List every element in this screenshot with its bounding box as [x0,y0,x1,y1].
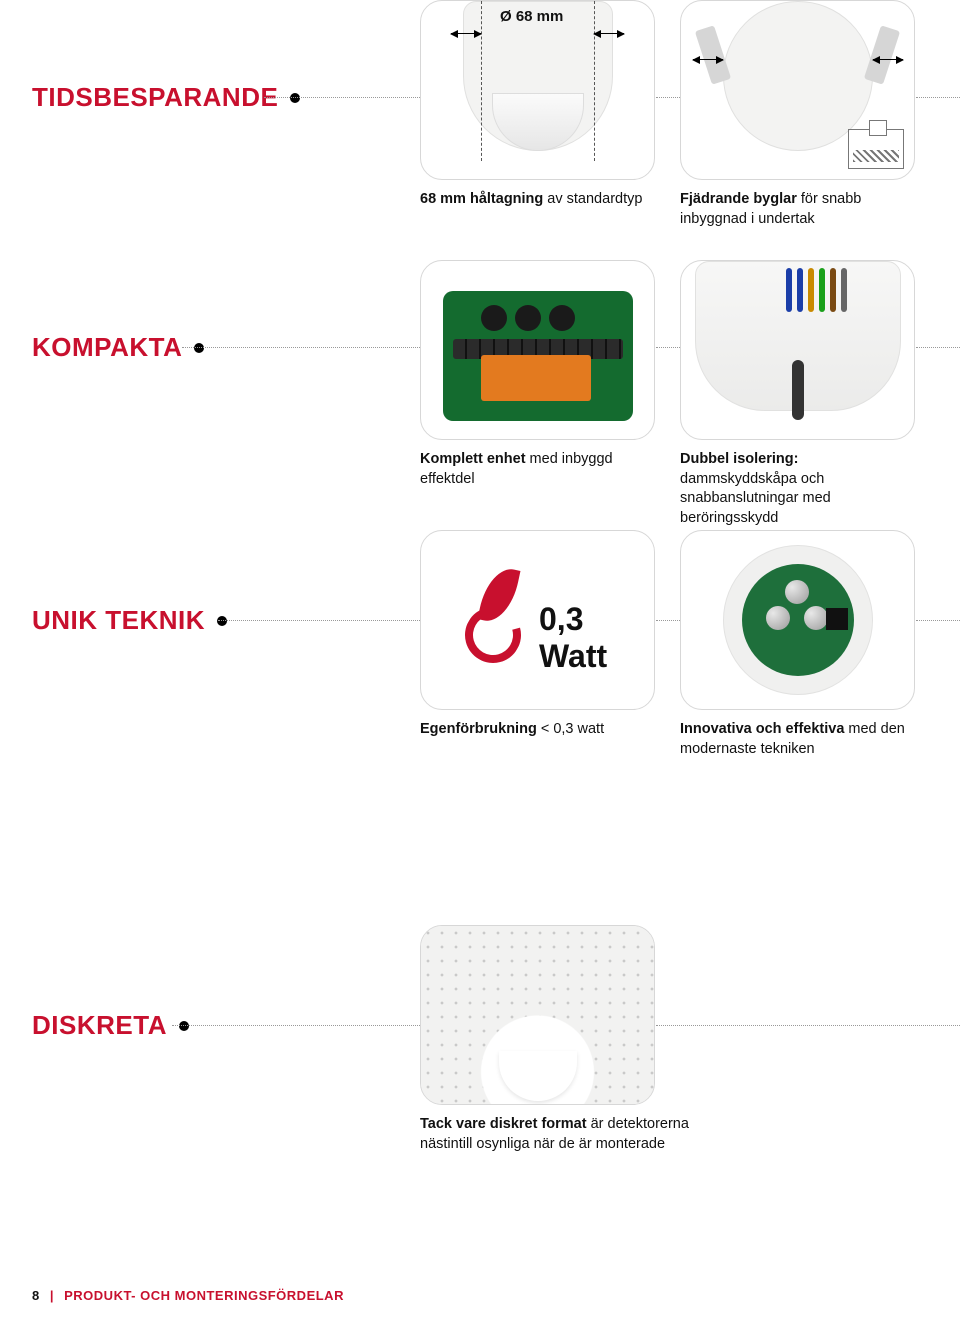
page-footer: 8 | PRODUKT- OCH MONTERINGSFÖRDELAR [32,1288,344,1303]
dotline-row4-b [656,1025,960,1026]
card-effektdel [420,260,655,440]
card-holesize [420,0,655,180]
pcb-illustration [443,291,633,421]
pcb-cap-3 [549,305,575,331]
pcb-cap-1 [481,305,507,331]
isolation-housing [695,261,901,411]
caption-innovativa: Innovativa och effektiva med den moderna… [680,720,915,759]
caption-isolering: Dubbel isolering: dammskyddskåpa och sna… [680,450,915,528]
dotline-row2-a [182,347,420,348]
dim-arrow-right [594,33,624,34]
clip-arrow-left [693,59,723,60]
card-watt: 0,3 Watt [420,530,655,710]
dotline-row1-a [264,97,420,98]
caption-springclips: Fjädrande byglar för snabb inbyggnad i u… [680,190,915,229]
dim-arrow-left [451,33,481,34]
watt-value-label: 0,3 Watt [539,601,654,675]
ic-chip [826,608,848,630]
mounting-schematic-icon [848,129,904,169]
dotline-row3-a [218,620,420,621]
heading-diskreta: DISKRETA [32,1010,189,1041]
pcb-relay [481,355,591,401]
card-springclips [680,0,915,180]
card-isolering [680,260,915,440]
footer-separator: | [50,1288,54,1303]
pir-dome-2 [804,606,828,630]
caption-diskret: Tack vare diskret format är detektorerna… [420,1115,720,1154]
sensor-pcb-illustration [723,545,873,695]
dotline-row4-a [172,1025,420,1026]
pcb-cap-2 [515,305,541,331]
dotline-row1-c [916,97,960,98]
footer-section-title: PRODUKT- OCH MONTERINGSFÖRDELAR [64,1288,344,1303]
dotline-row2-b [656,347,680,348]
caption-holesize: 68 mm håltagning av standardtyp [420,190,655,210]
clip-arrow-right [873,59,903,60]
caption-effektdel: Komplett enhet med inbyggd effektdel [420,450,655,489]
dim-guide-right [594,1,595,161]
wire-bundle [786,268,876,312]
dotline-row3-c [916,620,960,621]
heading-tidsbesparande: TIDSBESPARANDE [32,82,300,113]
flush-sensor-dome [499,1051,577,1101]
ceiling-tile-illustration [421,926,654,1104]
cable-out [792,360,804,420]
sensor-pcb-inner [742,564,854,676]
dim-guide-left [481,1,482,161]
heading-unik-teknik: UNIK TEKNIK [32,605,227,636]
dim-label-68mm: Ø 68 mm [500,8,563,25]
dotline-row1-b [656,97,680,98]
caption-egenforbrukning: Egenförbrukning < 0,3 watt [420,720,655,740]
page-number: 8 [32,1288,40,1303]
pir-dome-1 [766,606,790,630]
heading-kompakta: KOMPAKTA [32,332,204,363]
dotline-row2-c [916,347,960,348]
eco-power-icon [465,567,529,667]
pir-dome-3 [785,580,809,604]
dotline-row3-b [656,620,680,621]
card-innovativa [680,530,915,710]
card-diskret [420,925,655,1105]
